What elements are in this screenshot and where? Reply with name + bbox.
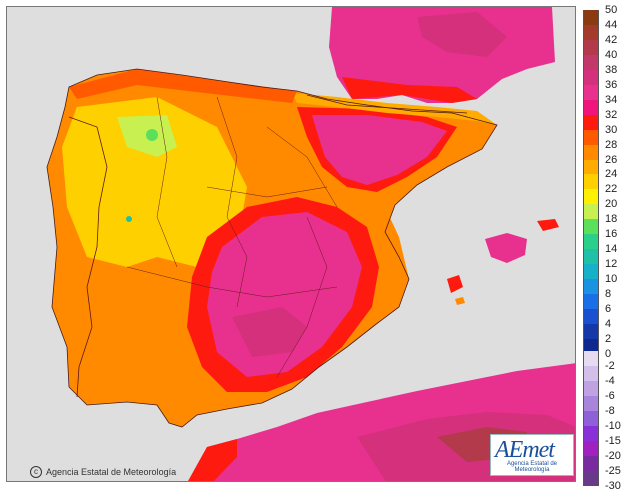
- green-cold-spot: [146, 129, 158, 141]
- legend-label: 22: [605, 183, 618, 196]
- legend-swatch: [583, 309, 599, 325]
- legend-label: -20: [605, 449, 621, 462]
- legend-label: 12: [605, 258, 618, 271]
- legend-label: 14: [605, 243, 618, 256]
- formentera-island: [455, 297, 465, 305]
- legend-swatch: [583, 84, 599, 101]
- legend-label: 34: [605, 93, 618, 106]
- iberia-coastline: [46, 68, 498, 428]
- legend-label: -8: [605, 404, 615, 417]
- legend-swatch: [583, 144, 599, 160]
- legend-swatch: [583, 455, 599, 472]
- logo-word: AEmet: [495, 437, 555, 463]
- legend-swatch: [583, 69, 599, 86]
- legend-label: 32: [605, 108, 618, 121]
- legend-swatch: [583, 174, 599, 190]
- france-hot-patch: [417, 12, 507, 57]
- legend-label: 24: [605, 168, 618, 181]
- menorca-island: [537, 219, 559, 231]
- legend-swatch: [583, 114, 599, 131]
- ibiza-island: [447, 275, 463, 293]
- legend-label: -10: [605, 419, 621, 432]
- legend-swatch: [583, 234, 599, 250]
- legend-label: 18: [605, 213, 618, 226]
- map-graphic: [7, 7, 575, 481]
- legend-swatch: [583, 338, 599, 355]
- legend-label: 8: [605, 288, 612, 301]
- copyright-credit: c Agencia Estatal de Meteorología: [30, 466, 176, 478]
- legend-swatch: [583, 204, 599, 220]
- legend-swatch: [583, 323, 599, 340]
- legend-label: 4: [605, 317, 612, 330]
- teal-cold-spot: [126, 216, 132, 222]
- legend-label: 40: [605, 48, 618, 61]
- legend-label: 20: [605, 198, 618, 211]
- legend-label: -6: [605, 389, 615, 402]
- aemet-logo: AEmet Agencia Estatal de Meteorología: [490, 434, 574, 476]
- legend-label: 50: [605, 4, 618, 16]
- legend-label: -15: [605, 434, 621, 447]
- north-coast-band: [69, 69, 297, 103]
- legend-label: 6: [605, 303, 612, 315]
- logo-subtitle: Agencia Estatal de Meteorología: [506, 461, 558, 473]
- legend-swatch: [583, 470, 599, 487]
- legend-swatch: [583, 99, 599, 116]
- east-coast-band: [373, 207, 409, 307]
- legend-label: -30: [605, 479, 621, 492]
- legend-label: 44: [605, 18, 618, 31]
- legend-swatch: [583, 264, 599, 280]
- legend-label: 36: [605, 78, 618, 91]
- legend-swatch: [583, 219, 599, 235]
- legend-swatch: [583, 189, 599, 205]
- mallorca-island: [485, 233, 527, 263]
- legend-swatch: [583, 10, 599, 26]
- west-warm-region: [62, 97, 247, 267]
- legend-swatch: [583, 54, 599, 71]
- guadalquivir-patch: [232, 307, 307, 357]
- legend-swatch: [583, 249, 599, 265]
- credit-text: Agencia Estatal de Meteorología: [46, 467, 177, 477]
- legend-label: 0: [605, 347, 612, 360]
- legend-swatch: [583, 440, 599, 457]
- legend-label: 10: [605, 273, 618, 286]
- temperature-map: [6, 6, 576, 482]
- legend-label: 16: [605, 228, 618, 241]
- legend-label: 2: [605, 332, 612, 345]
- ebro-very-hot-region: [312, 115, 447, 185]
- legend-swatch: [583, 159, 599, 175]
- legend-swatch: [583, 39, 599, 56]
- legend-swatch: [583, 380, 599, 397]
- legend-label: 28: [605, 138, 618, 151]
- legend-swatch: [583, 129, 599, 146]
- legend-swatch: [583, 351, 599, 367]
- legend-label: -2: [605, 359, 615, 372]
- legend-swatch: [583, 395, 599, 412]
- legend-label: -4: [605, 374, 615, 387]
- legend-swatch: [583, 410, 599, 427]
- france-cool-band: [342, 77, 477, 103]
- country-borders: [68, 94, 468, 398]
- legend-label: 42: [605, 33, 618, 46]
- legend-swatch: [583, 294, 599, 310]
- legend-swatch: [583, 279, 599, 295]
- legend-label: 30: [605, 123, 618, 136]
- legend-swatch: [583, 365, 599, 382]
- legend-swatch: [583, 24, 599, 41]
- legend-swatch: [583, 425, 599, 442]
- copyright-icon: c: [30, 466, 42, 478]
- morocco-coast-band: [188, 439, 237, 481]
- legend-label: 26: [605, 153, 618, 166]
- legend-label: 38: [605, 63, 618, 76]
- legend-label: -25: [605, 464, 621, 477]
- region-borders: [126, 96, 338, 378]
